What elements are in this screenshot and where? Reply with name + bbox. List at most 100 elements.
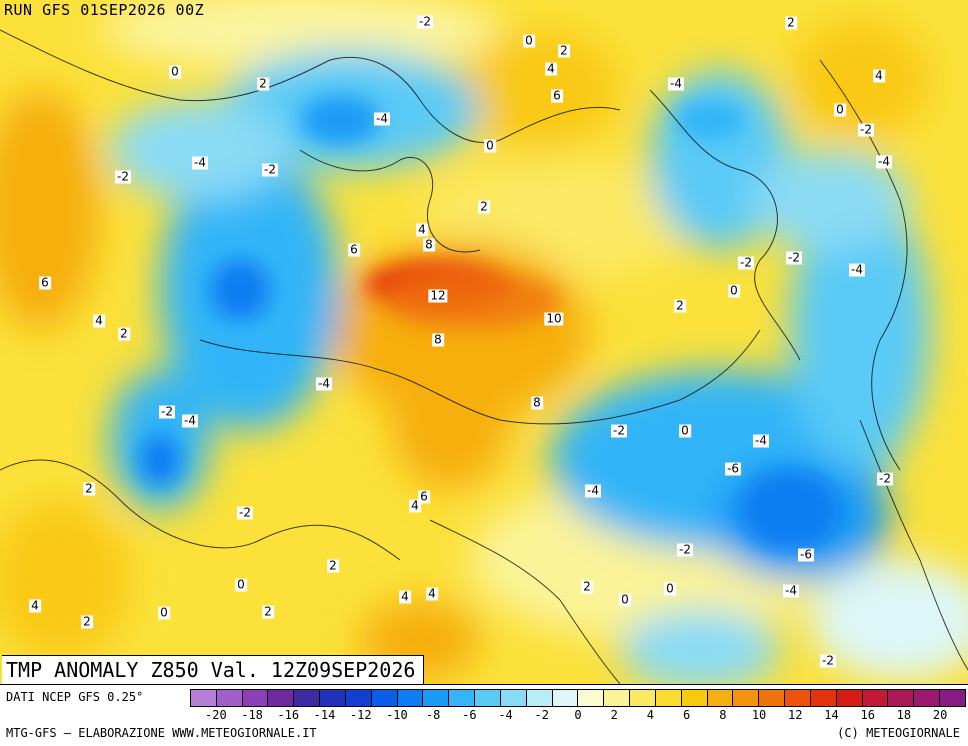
scale-swatch — [345, 690, 372, 706]
contour-label: 6 — [418, 489, 430, 504]
contour-label: 0 — [158, 605, 170, 620]
contour-label: 8 — [423, 237, 435, 252]
contour-label: 4 — [545, 61, 557, 76]
scale-tick-label: 0 — [574, 708, 582, 722]
scale-tick-label: -16 — [277, 708, 300, 722]
scale-swatch — [449, 690, 476, 706]
map-canvas — [0, 0, 968, 684]
scale-tick-label: 10 — [751, 708, 767, 722]
contour-label: 4 — [416, 222, 428, 237]
scale-swatch — [759, 690, 786, 706]
scale-swatch — [371, 690, 398, 706]
scale-tick-label: -12 — [349, 708, 372, 722]
contour-label: 8 — [432, 332, 444, 347]
contour-label: -4 — [585, 483, 601, 498]
color-scale — [190, 689, 966, 707]
scale-swatch — [940, 690, 965, 706]
scale-tick-label: -20 — [205, 708, 227, 722]
scale-tick-label: -2 — [534, 708, 550, 722]
contour-label: 0 — [169, 64, 181, 79]
footer: DATI NCEP GFS 0.25° -20 -18 -16 -14 -12 -10 -8… — [0, 684, 968, 746]
scale-swatch — [294, 690, 321, 706]
contour-label: 8 — [531, 395, 543, 410]
contour-label: -2 — [877, 471, 893, 486]
scale-swatch — [320, 690, 346, 706]
contour-label: -2 — [115, 169, 131, 184]
scale-tick-label: -8 — [425, 708, 441, 722]
contour-label: -4 — [668, 76, 684, 91]
contour-label: -6 — [725, 461, 741, 476]
contour-label: 2 — [262, 604, 274, 619]
scale-swatch — [216, 690, 243, 706]
scale-swatch — [526, 690, 553, 706]
contour-label: -2 — [820, 653, 836, 668]
contour-label: 2 — [785, 15, 797, 30]
contour-label: -4 — [849, 262, 865, 277]
contour-label: 0 — [235, 577, 247, 592]
contour-label: -4 — [876, 154, 892, 169]
scale-swatch — [397, 690, 424, 706]
color-scale-ticks: -20 -18 -16 -14 -12 -10 -8 -6 -4 -2 0 2 4 6 8 10 12 14 16 1… — [190, 708, 966, 724]
contour-label: 4 — [29, 598, 41, 613]
contour-label: 4 — [399, 589, 411, 604]
scale-swatch — [888, 690, 915, 706]
scale-tick-label: 2 — [610, 708, 618, 722]
scale-tick-label: 12 — [788, 708, 803, 722]
scale-swatch — [836, 690, 863, 706]
contour-label: 2 — [83, 481, 95, 496]
scale-swatch — [785, 690, 811, 706]
contour-label: -2 — [858, 122, 874, 137]
contour-label: -4 — [316, 376, 332, 391]
contour-label: 2 — [558, 43, 570, 58]
scale-swatch — [268, 690, 295, 706]
contour-label: 0 — [728, 283, 740, 298]
credit-copyright: (C) METEOGIORNALE — [837, 726, 960, 740]
scale-tick-label: 4 — [646, 708, 655, 722]
scale-tick-label: -6 — [462, 708, 477, 722]
scale-swatch — [914, 690, 941, 706]
contour-label: 4 — [873, 68, 885, 83]
scale-swatch — [191, 690, 217, 706]
contour-label: -2 — [738, 255, 754, 270]
scale-tick-label: 16 — [860, 708, 875, 722]
contour-label: 0 — [834, 102, 846, 117]
scale-swatch — [475, 690, 501, 706]
contour-label: -2 — [262, 162, 278, 177]
contour-label: -6 — [798, 547, 814, 562]
contour-label: 0 — [679, 423, 691, 438]
scale-swatch — [578, 690, 605, 706]
scale-swatch — [681, 690, 708, 706]
scale-swatch — [862, 690, 889, 706]
scale-swatch — [655, 690, 682, 706]
contour-label: -2 — [611, 423, 627, 438]
contour-label: -2 — [786, 250, 802, 265]
contour-label: -4 — [374, 111, 390, 126]
scale-swatch — [630, 690, 656, 706]
map-title: TMP ANOMALY Z850 Val. 12Z09SEP2026 — [2, 655, 425, 684]
scale-swatch — [733, 690, 760, 706]
contour-label: 2 — [581, 579, 593, 594]
scale-tick-label: 8 — [719, 708, 727, 722]
scale-tick-label: 18 — [896, 708, 912, 722]
contour-label: 2 — [327, 558, 339, 573]
contour-label: 0 — [619, 592, 631, 607]
contour-label: 0 — [664, 581, 676, 596]
scale-swatch — [552, 690, 579, 706]
contour-label: -4 — [192, 155, 208, 170]
scale-swatch — [604, 690, 631, 706]
contour-label: 10 — [544, 311, 564, 326]
scale-swatch — [423, 690, 450, 706]
contour-label: -2 — [159, 404, 175, 419]
contour-label: -4 — [753, 433, 769, 448]
contour-label: 4 — [93, 313, 105, 328]
scale-tick-label: -4 — [498, 708, 513, 722]
temperature-anomaly-map: -2 0 2 4 2 4 0 2 -4 6 0 -4 -2 0 -4 -2 -4 -2 2 4 8 6 -2 -2 -4 6 0 12… — [0, 0, 968, 684]
contour-label: -2 — [237, 505, 253, 520]
contour-label: 6 — [348, 242, 360, 257]
contour-label: -4 — [783, 583, 799, 598]
scale-swatch — [810, 690, 837, 706]
contour-label: 12 — [428, 288, 448, 303]
scale-swatch — [707, 690, 734, 706]
contour-label: 4 — [409, 498, 421, 513]
credit-elaborazione: MTG-GFS – ELABORAZIONE WWW.METEOGIORNALE… — [6, 726, 317, 740]
